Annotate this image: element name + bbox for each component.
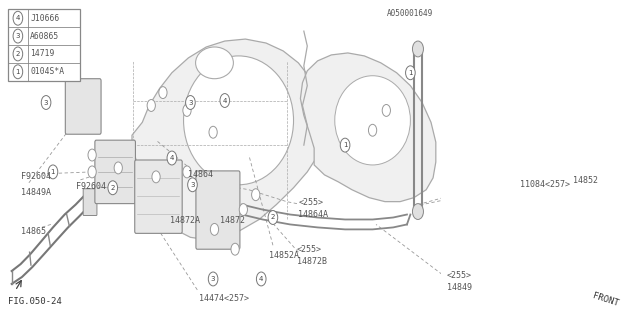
Text: 14849: 14849: [447, 283, 472, 292]
Text: J10666: J10666: [30, 14, 60, 23]
Text: 14872A: 14872A: [170, 215, 200, 225]
Text: 14864A: 14864A: [298, 210, 328, 219]
Circle shape: [13, 65, 22, 79]
Circle shape: [108, 181, 118, 195]
Text: 14865: 14865: [20, 228, 45, 236]
Circle shape: [268, 211, 278, 224]
Text: 3: 3: [211, 276, 215, 282]
Ellipse shape: [184, 56, 294, 185]
Text: 3: 3: [190, 182, 195, 188]
Circle shape: [147, 100, 156, 111]
Text: FIG.050-24: FIG.050-24: [8, 297, 62, 306]
Circle shape: [41, 96, 51, 109]
Text: F92604: F92604: [20, 172, 51, 181]
FancyBboxPatch shape: [65, 79, 101, 134]
Circle shape: [369, 124, 377, 136]
Text: 14474<257>: 14474<257>: [198, 294, 249, 303]
Text: 14719: 14719: [30, 49, 54, 59]
Text: 14852: 14852: [573, 176, 598, 185]
FancyBboxPatch shape: [196, 171, 240, 249]
Circle shape: [188, 178, 197, 192]
Circle shape: [211, 223, 219, 235]
Text: 4: 4: [170, 155, 174, 161]
Text: 2: 2: [271, 214, 275, 220]
Text: 3: 3: [44, 100, 48, 106]
Text: <255>: <255>: [298, 198, 323, 207]
Circle shape: [114, 162, 122, 174]
Circle shape: [88, 166, 96, 178]
Text: 14852A: 14852A: [269, 251, 300, 260]
Circle shape: [13, 29, 22, 43]
Text: 1: 1: [408, 70, 413, 76]
Text: 14872: 14872: [220, 215, 245, 225]
Circle shape: [340, 138, 350, 152]
Circle shape: [412, 41, 424, 57]
Circle shape: [13, 11, 22, 25]
Circle shape: [88, 149, 96, 161]
Text: 2: 2: [16, 51, 20, 57]
Text: A60865: A60865: [30, 32, 60, 41]
Circle shape: [13, 47, 22, 61]
Circle shape: [231, 243, 239, 255]
Circle shape: [183, 105, 191, 116]
FancyBboxPatch shape: [83, 189, 97, 215]
Polygon shape: [300, 53, 436, 202]
Polygon shape: [132, 39, 323, 239]
Text: 11084<257>: 11084<257>: [520, 180, 570, 189]
Text: 2: 2: [111, 185, 115, 191]
Circle shape: [183, 166, 191, 178]
Circle shape: [382, 105, 390, 116]
Text: FRONT: FRONT: [591, 291, 620, 308]
Text: 14849A: 14849A: [20, 188, 51, 197]
Circle shape: [412, 204, 424, 220]
Text: 4: 4: [16, 15, 20, 21]
Circle shape: [220, 93, 230, 108]
Circle shape: [167, 151, 177, 165]
Text: <255>: <255>: [447, 271, 472, 280]
FancyBboxPatch shape: [95, 140, 136, 204]
Circle shape: [406, 66, 415, 80]
Text: 3: 3: [15, 33, 20, 39]
Text: 14872B: 14872B: [297, 257, 327, 266]
Circle shape: [159, 87, 167, 99]
Text: 0104S*A: 0104S*A: [30, 67, 65, 76]
Circle shape: [252, 189, 260, 201]
Circle shape: [239, 204, 248, 215]
Circle shape: [209, 126, 217, 138]
Text: 1: 1: [343, 142, 348, 148]
FancyBboxPatch shape: [8, 9, 81, 81]
Circle shape: [152, 171, 160, 183]
Text: 1: 1: [51, 169, 55, 175]
Text: 3: 3: [188, 100, 193, 106]
Circle shape: [257, 272, 266, 286]
Text: 4: 4: [259, 276, 264, 282]
Text: A050001649: A050001649: [387, 9, 433, 18]
Ellipse shape: [196, 47, 234, 79]
Text: 1: 1: [15, 69, 20, 75]
Text: F92604: F92604: [76, 182, 106, 191]
Circle shape: [186, 96, 195, 109]
Ellipse shape: [335, 76, 410, 165]
Text: 14864: 14864: [188, 170, 213, 179]
Text: 4: 4: [223, 98, 227, 104]
Circle shape: [48, 165, 58, 179]
Text: <255>: <255>: [297, 245, 322, 254]
FancyBboxPatch shape: [135, 160, 182, 233]
Circle shape: [208, 272, 218, 286]
